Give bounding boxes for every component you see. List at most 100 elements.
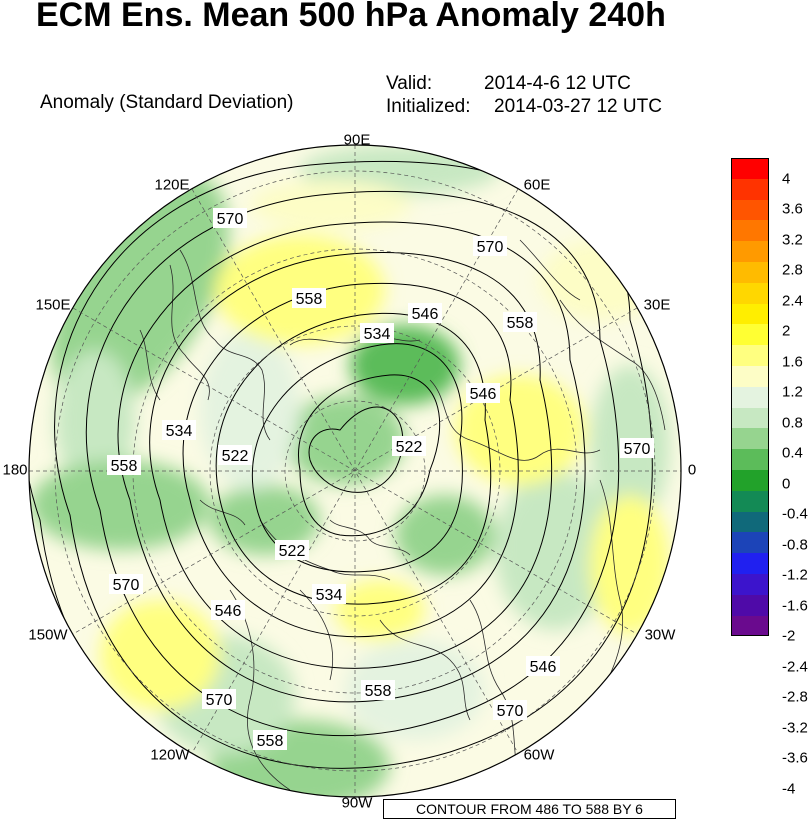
svg-text:546: 546: [530, 659, 557, 676]
contour-label: 570: [109, 574, 143, 594]
colorbar-cell: [731, 469, 769, 491]
colorbar-cell: [731, 220, 769, 242]
contour-label: 522: [392, 436, 426, 456]
colorbar-cell: [731, 615, 769, 637]
svg-text:546: 546: [470, 386, 497, 403]
colorbar-cell: [731, 428, 769, 450]
contour-label: 570: [213, 208, 247, 228]
svg-text:570: 570: [477, 239, 504, 256]
colorbar-cell: [731, 573, 769, 595]
anomaly-field: [29, 145, 681, 797]
colorbar-label: 2.4: [782, 292, 803, 310]
contour-label: 558: [253, 730, 287, 750]
svg-text:570: 570: [624, 441, 651, 458]
svg-text:558: 558: [296, 291, 323, 308]
svg-text:522: 522: [222, 448, 249, 465]
initialized-label: Initialized:: [386, 96, 471, 117]
lon-label-120w: 120W: [150, 746, 190, 764]
valid-value: 2014-4-6 12 UTC: [484, 73, 631, 94]
colorbar-label: 1.6: [782, 353, 803, 371]
lon-label-120e: 120E: [154, 176, 190, 194]
colorbar: [731, 158, 769, 637]
contour-label: 558: [292, 288, 326, 308]
svg-text:570: 570: [217, 211, 244, 228]
chart-subtitle: Anomaly (Standard Deviation): [40, 92, 294, 113]
lon-label-0: 0: [687, 461, 697, 479]
colorbar-label: -3.2: [782, 719, 808, 737]
colorbar-cell: [731, 303, 769, 325]
colorbar-label: -3.6: [782, 749, 808, 767]
lon-label-150e: 150E: [35, 296, 71, 314]
svg-text:558: 558: [507, 315, 534, 332]
svg-text:570: 570: [206, 692, 233, 709]
colorbar-cell: [731, 407, 769, 429]
lon-label-90w: 90W: [341, 794, 373, 812]
svg-text:534: 534: [316, 587, 343, 604]
colorbar-cell: [731, 158, 769, 179]
contour-label: 522: [275, 540, 309, 560]
colorbar-label: 3.6: [782, 200, 803, 218]
colorbar-label: 1.2: [782, 383, 803, 401]
colorbar-label: -2.4: [782, 658, 808, 676]
lon-label-30w: 30W: [644, 626, 676, 644]
map-border: [28, 144, 682, 798]
colorbar-cell: [731, 386, 769, 408]
valid-info: Valid: 2014-4-6 12 UTC Initialized: 2014…: [386, 72, 662, 118]
colorbar-label: 0.4: [782, 444, 803, 462]
contour-label: 546: [211, 600, 245, 620]
colorbar-cell: [731, 511, 769, 533]
lon-label-30e: 30E: [643, 296, 671, 314]
contour-label: 546: [526, 656, 560, 676]
colorbar-cell: [731, 365, 769, 387]
lon-label-90e: 90E: [343, 131, 371, 149]
initialized-value: 2014-03-27 12 UTC: [494, 96, 662, 117]
contour-label: 522: [218, 445, 252, 465]
svg-text:522: 522: [396, 439, 423, 456]
contour-label: 546: [408, 303, 442, 323]
colorbar-label: 3.2: [782, 231, 803, 249]
colorbar-label: -4: [782, 780, 796, 798]
svg-text:546: 546: [215, 603, 242, 620]
svg-text:522: 522: [279, 543, 306, 560]
svg-text:570: 570: [113, 577, 140, 594]
colorbar-label: -0.8: [782, 536, 808, 554]
colorbar-label: 0: [782, 475, 791, 493]
colorbar-label: 0.8: [782, 414, 803, 432]
colorbar-cell: [731, 324, 769, 346]
contour-label: 534: [312, 584, 346, 604]
colorbar-cell: [731, 532, 769, 554]
svg-text:570: 570: [497, 703, 524, 720]
lon-label-150w: 150W: [28, 626, 68, 644]
colorbar-cell: [731, 178, 769, 200]
svg-text:534: 534: [364, 326, 391, 343]
contour-label: 546: [466, 383, 500, 403]
contour-label: 558: [503, 312, 537, 332]
contour-label: 534: [360, 323, 394, 343]
lon-label-180: 180: [2, 461, 28, 479]
colorbar-label: -2.8: [782, 688, 808, 706]
svg-text:558: 558: [365, 683, 392, 700]
valid-label: Valid:: [386, 73, 433, 94]
colorbar-label: -0.4: [782, 505, 808, 523]
colorbar-label: 2: [782, 322, 791, 340]
colorbar-cell: [731, 345, 769, 366]
colorbar-label: 4: [782, 170, 791, 188]
colorbar-label: -1.6: [782, 597, 808, 615]
contour-label: 570: [493, 700, 527, 720]
colorbar-cell: [731, 553, 769, 574]
svg-text:558: 558: [111, 458, 138, 475]
contour-label: 570: [202, 689, 236, 709]
contour-note: CONTOUR FROM 486 TO 588 BY 6: [383, 799, 676, 819]
contour-labels: 570 570 558 546 534 558 546 534 522 522 558 570 522 5…: [107, 208, 654, 750]
svg-text:534: 534: [166, 423, 193, 440]
contour-label: 558: [107, 455, 141, 475]
lon-label-60w: 60W: [523, 746, 555, 764]
contour-label: 534: [162, 420, 196, 440]
colorbar-cell: [731, 261, 769, 283]
colorbar-cell: [731, 241, 769, 262]
chart-title: ECM Ens. Mean 500 hPa Anomaly 240h: [36, 0, 666, 34]
colorbar-cell: [731, 449, 769, 470]
contour-label: 570: [620, 438, 654, 458]
lon-label-60e: 60E: [523, 176, 551, 194]
